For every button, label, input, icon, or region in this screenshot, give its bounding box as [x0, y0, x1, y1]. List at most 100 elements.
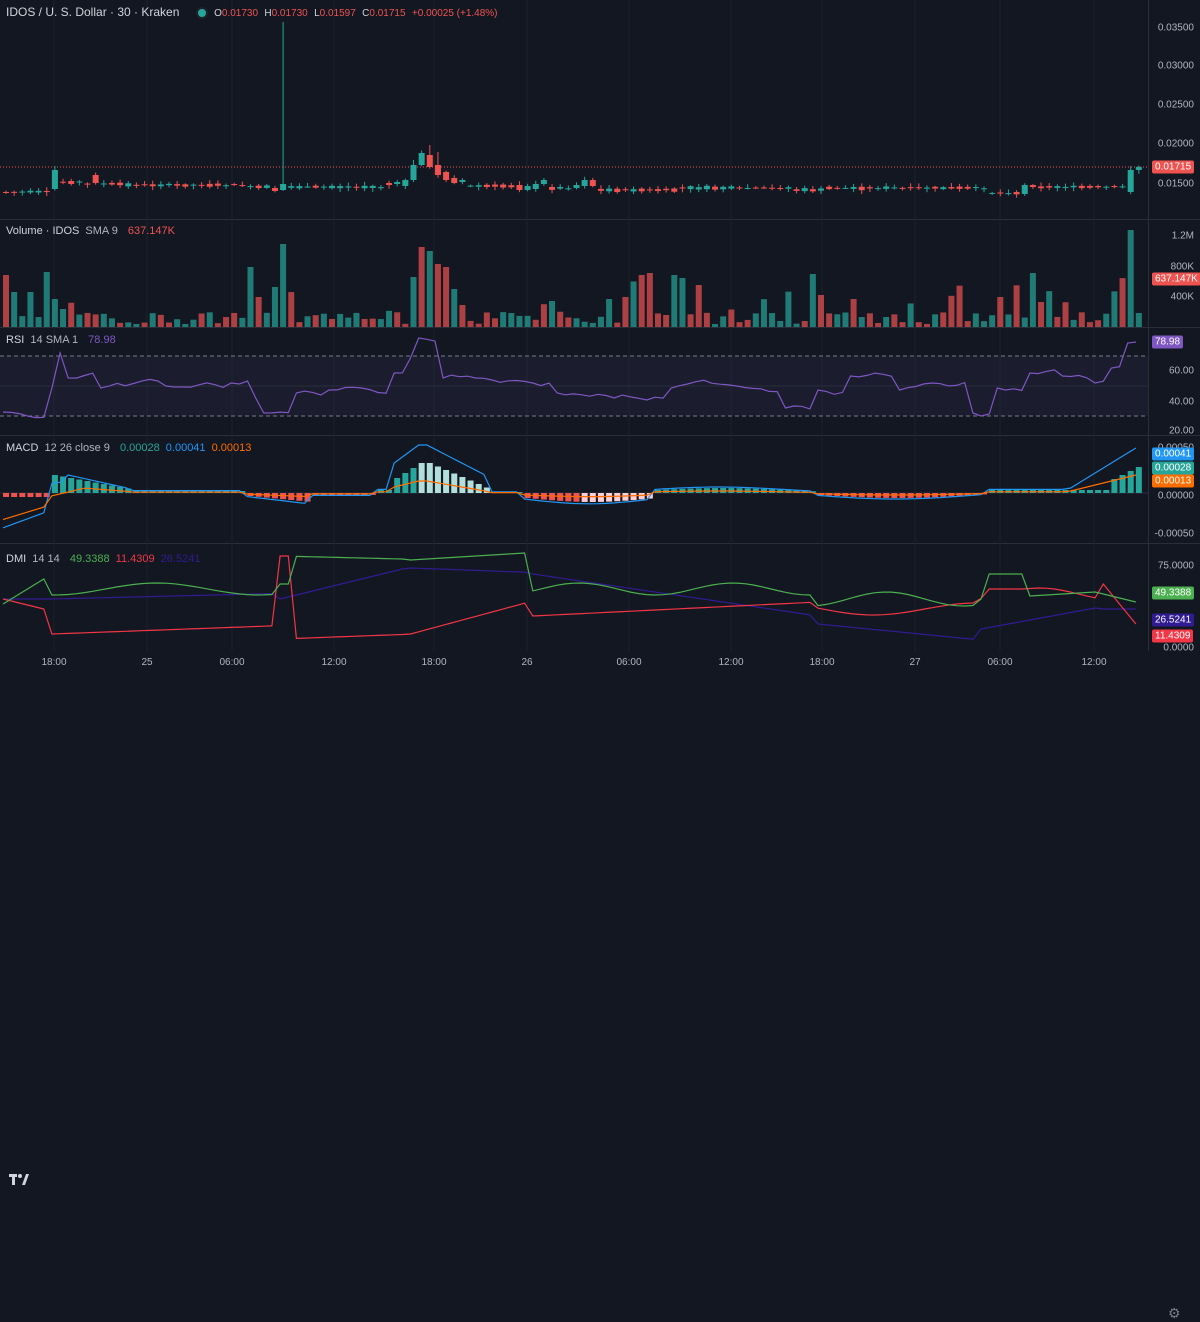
- volume-bar: [663, 314, 670, 327]
- candle-body: [899, 187, 906, 189]
- macd-bar: [614, 493, 621, 502]
- candle-body: [646, 189, 653, 191]
- volume-bar: [353, 312, 360, 327]
- macd-axis[interactable]: 0.00050 0.00041 0.00028 0.00013 0.00000 …: [1148, 436, 1200, 543]
- macd-bar: [304, 493, 311, 502]
- macd-bar: [597, 493, 604, 502]
- volume-bar: [923, 323, 930, 327]
- rsi-title[interactable]: RSI: [6, 334, 25, 346]
- candle-body: [589, 180, 596, 186]
- candle-body: [752, 187, 759, 189]
- volume-bar: [981, 321, 987, 327]
- candle-body: [540, 180, 547, 184]
- candle-body: [687, 186, 694, 190]
- dmi-axis[interactable]: 75.0000 49.3388 26.5241 11.4309 0.0000: [1148, 544, 1200, 654]
- candle-body: [214, 183, 221, 186]
- macd-bar: [459, 477, 466, 493]
- macd-bar: [622, 493, 629, 501]
- volume-bar: [312, 315, 319, 327]
- candle-body: [923, 187, 930, 189]
- candle-body: [386, 183, 393, 185]
- macd-tick: -0.00050: [1154, 528, 1194, 540]
- dmi-pane[interactable]: DMI 14 14 49.3388 11.4309 26.5241 75.000…: [0, 544, 1200, 1185]
- volume-bar: [214, 323, 221, 327]
- gear-icon[interactable]: ⚙: [1168, 1305, 1181, 1321]
- macd-line-tag: 0.00041: [1152, 447, 1195, 461]
- rsi-params: 14 SMA 1: [30, 334, 79, 346]
- symbol-title[interactable]: IDOS / U. S. Dollar · 30 · Kraken: [6, 5, 180, 19]
- candle-body: [100, 183, 107, 185]
- volume-title[interactable]: Volume · IDOS: [6, 225, 80, 237]
- volume-bar: [263, 312, 270, 327]
- rsi-pane[interactable]: RSI 14 SMA 1 78.98 78.98 60.00 40.00 20.…: [0, 328, 1200, 437]
- volume-bar: [671, 275, 678, 327]
- macd-bar: [557, 493, 564, 501]
- volume-axis[interactable]: 1.2M 800K 400K 637.147K: [1148, 220, 1200, 327]
- adx-tag: 26.5241: [1152, 613, 1195, 627]
- dmi-title[interactable]: DMI: [6, 553, 27, 565]
- candle-body: [157, 184, 164, 187]
- macd-legend: MACD 12 26 close 9 0.00028 0.00041 0.000…: [6, 442, 254, 454]
- volume-bar: [492, 318, 498, 327]
- volume-params: SMA 9: [85, 225, 118, 237]
- macd-bar: [125, 488, 132, 493]
- macd-bar: [296, 493, 303, 501]
- candle-body: [345, 186, 352, 188]
- volume-bar: [410, 277, 417, 327]
- price-axis[interactable]: 0.03500 0.03000 0.02500 0.02000 0.01500 …: [1148, 0, 1200, 219]
- volume-bar: [989, 315, 996, 327]
- volume-bar: [972, 313, 979, 327]
- macd-bar: [565, 493, 572, 502]
- volume-bar: [426, 251, 433, 327]
- rsi-axis[interactable]: 78.98 60.00 40.00 20.00: [1148, 328, 1200, 437]
- candle-body: [443, 172, 450, 180]
- candle-body: [483, 184, 490, 187]
- volume-bar: [858, 317, 865, 327]
- candle-body: [1013, 192, 1020, 195]
- volume-bar: [1005, 314, 1012, 327]
- candle-body: [703, 185, 710, 190]
- candle-body: [532, 184, 539, 189]
- macd-bar: [369, 493, 376, 495]
- open-label: O: [214, 8, 222, 19]
- signal-line: [2, 474, 1137, 521]
- volume-bar: [182, 323, 189, 327]
- macd-pane[interactable]: MACD 12 26 close 9 0.00028 0.00041 0.000…: [0, 436, 1200, 544]
- volume-bar: [271, 287, 278, 327]
- time-axis[interactable]: 18:00 25 06:00 12:00 18:00 26 06:00 12:0…: [0, 651, 1200, 1321]
- candle-body: [891, 187, 898, 189]
- volume-bar: [149, 313, 156, 327]
- volume-bar: [377, 319, 384, 327]
- price-tick: 0.03500: [1157, 22, 1194, 34]
- macd-title[interactable]: MACD: [6, 442, 39, 454]
- volume-bar: [27, 292, 34, 327]
- price-pane[interactable]: IDOS / U. S. Dollar · 30 · Kraken O0.017…: [0, 0, 1200, 220]
- time-label: 12:00: [321, 657, 347, 668]
- volume-pane[interactable]: Volume · IDOS SMA 9 637.147K 1.2M 800K 4…: [0, 220, 1200, 328]
- dmi-minus-tag: 11.4309: [1152, 629, 1194, 643]
- volume-bar: [1103, 313, 1110, 327]
- candle-body: [760, 187, 767, 189]
- volume-bar: [565, 317, 572, 327]
- candle-body: [818, 188, 824, 191]
- time-label: 12:00: [718, 657, 744, 668]
- change-value: +0.00025 (+1.48%): [411, 8, 498, 19]
- candle-body: [402, 180, 409, 186]
- candle-body: [736, 187, 743, 189]
- macd-bar: [51, 475, 58, 493]
- volume-bar: [891, 314, 898, 327]
- candle-body: [777, 188, 784, 190]
- candle-body: [369, 185, 376, 188]
- macd-bar: [573, 493, 580, 502]
- candle-body: [1070, 185, 1077, 188]
- eye-icon[interactable]: [195, 6, 208, 19]
- volume-bar: [288, 292, 295, 327]
- dmi-minus-value: 11.4309: [115, 553, 155, 565]
- candle-body: [166, 183, 172, 186]
- macd-bar: [549, 493, 556, 501]
- volume-tick: 400K: [1170, 291, 1194, 303]
- candlestick-chart[interactable]: [0, 0, 1148, 220]
- candle-body: [231, 184, 238, 186]
- tradingview-logo-icon[interactable]: [8, 1171, 30, 1187]
- volume-bar: [68, 302, 75, 327]
